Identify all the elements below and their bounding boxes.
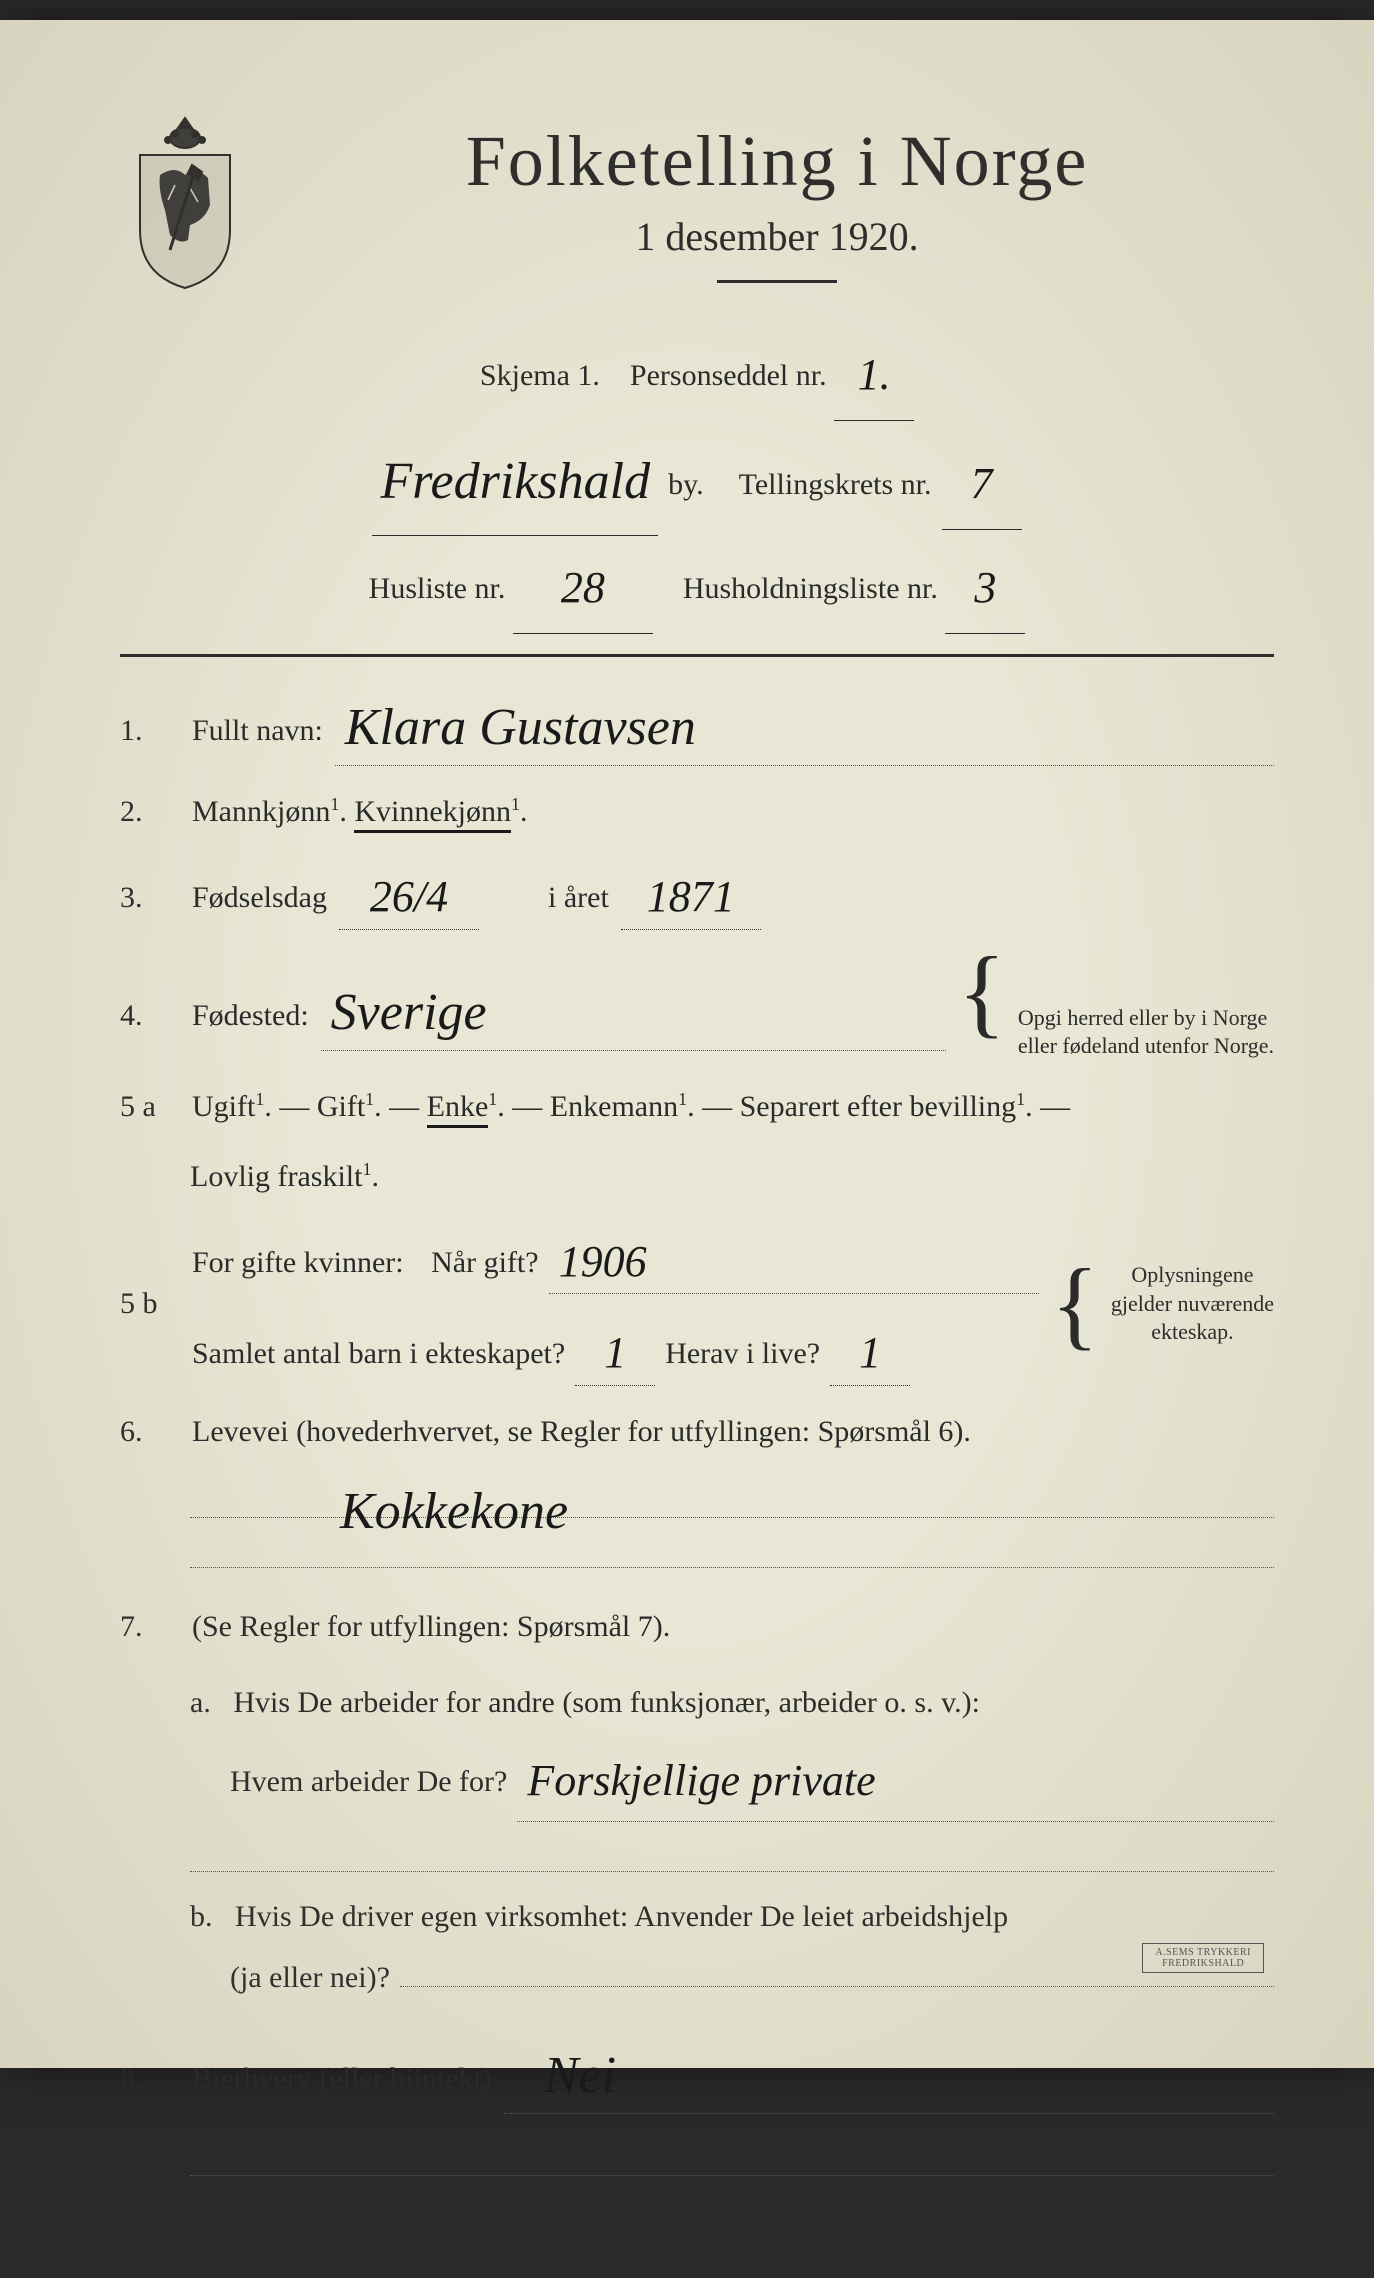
by-value: Fredrikshald	[380, 453, 650, 510]
q3-year-label: i året	[548, 874, 609, 922]
husliste-value: 28	[561, 563, 605, 612]
header: Folketelling i Norge 1 desember 1920.	[120, 100, 1274, 313]
q4-row: 4. Fødested: Sverige { Opgi herred eller…	[120, 952, 1274, 1061]
q3-row: 3. Fødselsdag 26/4 i året 1871	[120, 858, 1274, 929]
q7b-label: b.	[190, 1900, 213, 1933]
title-block: Folketelling i Norge 1 desember 1920.	[280, 100, 1274, 313]
footnote2: 1 Her kan svares ved tydelig understrekn…	[120, 2248, 1274, 2278]
q5a-row: 5 a Ugift1. — Gift1. — Enke1. — Enkemann…	[120, 1083, 1274, 1131]
q8-num: 8.	[120, 2055, 180, 2103]
q7b: b. Hvis De driver egen virksomhet: Anven…	[190, 1887, 1274, 2008]
personseddel-label: Personseddel nr.	[630, 359, 827, 392]
personseddel-value: 1.	[858, 350, 891, 399]
q7a-fill2	[190, 1832, 1274, 1872]
tellingskrets-label: Tellingskrets nr.	[739, 452, 932, 518]
q5a-text2: Lovlig fraskilt1.	[190, 1153, 379, 1201]
q7-row: 7. (Se Regler for utfyllingen: Spørsmål …	[120, 1603, 1274, 1651]
coat-of-arms-icon	[120, 110, 250, 290]
q1-value: Klara Gustavsen	[345, 699, 696, 756]
subtitle: 1 desember 1920.	[280, 213, 1274, 260]
q8-label: Bierhverv (eller biintekt)	[192, 2055, 492, 2103]
brace-icon: {	[1051, 1264, 1099, 1344]
q5b-barn-value: 1	[604, 1328, 626, 1377]
q6-fill: Kokkekone	[190, 1478, 1274, 1518]
skjema-label: Skjema 1.	[480, 359, 600, 392]
footnote1: Har man ingen biinntekt av nogen betydni…	[160, 2206, 1274, 2231]
q7b-text2: (ja eller nei)?	[230, 1948, 390, 2008]
q3-year: 1871	[647, 872, 735, 921]
tellingskrets-value: 7	[971, 459, 993, 508]
q5b-note: Oplysningene gjelder nuværende ekteskap.	[1111, 1261, 1274, 1347]
q4-note: Opgi herred eller by i Norge eller fødel…	[1018, 1004, 1274, 1061]
q1-num: 1.	[120, 707, 180, 755]
husliste-label: Husliste nr.	[369, 572, 506, 605]
q8-row: 8. Bierhverv (eller biintekt) Nei	[120, 2030, 1274, 2114]
q7-num: 7.	[120, 1603, 180, 1651]
main-title: Folketelling i Norge	[280, 120, 1274, 203]
form-metadata: Skjema 1. Personseddel nr. 1. Fredriksha…	[120, 323, 1274, 634]
q7b-text1: Hvis De driver egen virksomhet: Anvender…	[235, 1900, 1008, 1933]
q2-num: 2.	[120, 788, 180, 836]
printer-stamp: A.SEMS TRYKKERI FREDRIKSHALD	[1142, 1943, 1264, 1973]
q3-label: Fødselsdag	[192, 874, 327, 922]
q5a-num: 5 a	[120, 1083, 180, 1131]
q7a: a. Hvis De arbeider for andre (som funks…	[190, 1673, 1274, 1822]
q3-day: 26/4	[370, 872, 448, 921]
q7a-value: Forskjellige private	[527, 1756, 875, 1805]
q2-row: 2. Mannkjønn1. Kvinnekjønn1.	[120, 788, 1274, 836]
q7a-text2: Hvem arbeider De for?	[230, 1752, 507, 1812]
q5b-barn-label: Samlet antal barn i ekteskapet?	[192, 1330, 565, 1378]
q4-label: Fødested:	[192, 992, 309, 1040]
husholdning-label: Husholdningsliste nr.	[683, 572, 938, 605]
q4-value: Sverige	[331, 984, 487, 1041]
by-label: by.	[668, 452, 704, 518]
q6-label: Levevei (hovederhvervet, se Regler for u…	[192, 1408, 971, 1456]
husholdning-value: 3	[974, 563, 996, 612]
q5b-num: 5 b	[120, 1280, 180, 1328]
q5b-gift-label: Når gift?	[431, 1239, 538, 1287]
q6-num: 6.	[120, 1408, 180, 1456]
q5a-row2: Lovlig fraskilt1.	[190, 1153, 1274, 1201]
q4-num: 4.	[120, 992, 180, 1040]
q5b-gift-value: 1906	[559, 1237, 647, 1286]
q8-value: Nei	[514, 2047, 616, 2104]
q7-label: (Se Regler for utfyllingen: Spørsmål 7).	[192, 1603, 670, 1651]
q1-label: Fullt navn:	[192, 707, 323, 755]
q3-num: 3.	[120, 874, 180, 922]
q6-row: 6. Levevei (hovederhvervet, se Regler fo…	[120, 1408, 1274, 1456]
q7a-label: a.	[190, 1686, 211, 1719]
section-divider	[120, 654, 1274, 657]
q6-value: Kokkekone	[340, 1483, 568, 1540]
brace-icon: {	[958, 952, 1006, 1032]
q8-fill2	[190, 2136, 1274, 2176]
q5b-herav-label: Herav i live?	[665, 1330, 820, 1378]
footnote: Har man ingen biinntekt av nogen betydni…	[120, 2206, 1274, 2278]
q5a-text: Ugift1. — Gift1. — Enke1. — Enkemann1. —…	[192, 1083, 1070, 1131]
q2-text: Mannkjønn1. Kvinnekjønn1.	[192, 788, 527, 836]
census-form-page: Folketelling i Norge 1 desember 1920. Sk…	[0, 20, 1374, 2068]
footnote-rule	[120, 2239, 1274, 2240]
q5b-row: 5 b For gifte kvinner: Når gift? 1906 Sa…	[120, 1223, 1274, 1386]
q5b-label1: For gifte kvinner:	[192, 1239, 404, 1287]
q7a-text1: Hvis De arbeider for andre (som funksjon…	[233, 1686, 980, 1719]
q5b-herav-value: 1	[859, 1328, 881, 1377]
q1-row: 1. Fullt navn: Klara Gustavsen	[120, 682, 1274, 766]
title-divider	[717, 280, 837, 283]
